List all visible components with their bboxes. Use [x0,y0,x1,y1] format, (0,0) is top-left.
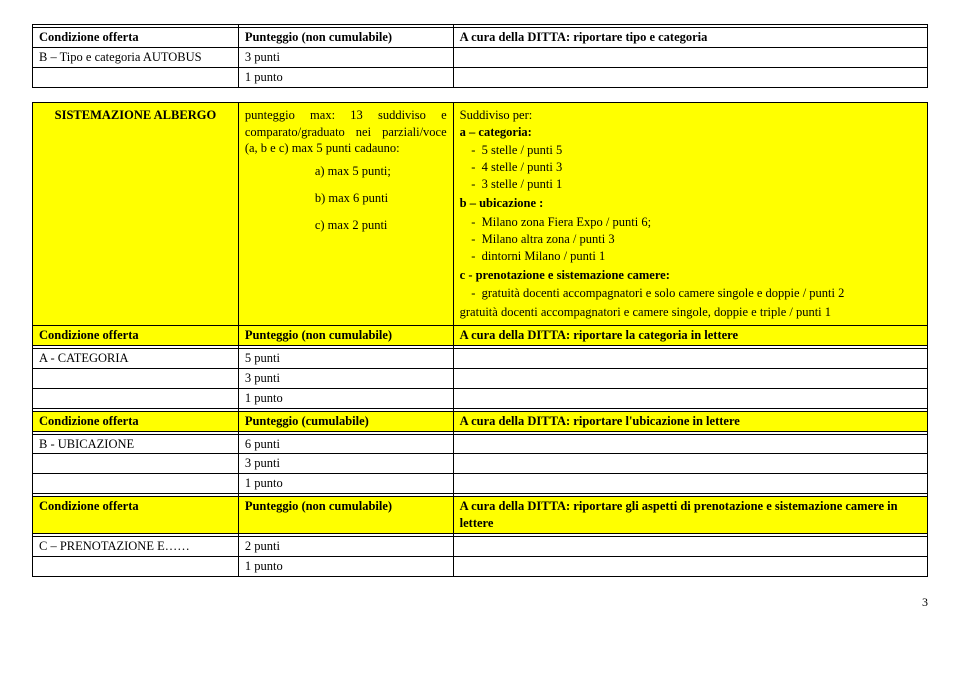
hb-cat-c3: A cura della DITTA: riportare la categor… [453,326,927,346]
table-a-b-pts1: 3 punti [238,47,453,67]
table-b-main-row: SISTEMAZIONE ALBERGO punteggio max: 13 s… [33,102,928,326]
sistemazione-label-text: SISTEMAZIONE ALBERGO [55,108,217,122]
cat-p2: 3 punti [238,368,453,388]
punteggio-intro: punteggio max: 13 suddiviso e comparato/… [245,107,447,158]
table-a-b-blank2 [453,67,927,87]
pren-row2: 1 punto [33,556,928,576]
table-b-header-ubi: Condizione offerta Punteggio (cumulabile… [33,411,928,431]
punteggio-c: c) max 2 punti [245,217,447,234]
table-b-header-cat: Condizione offerta Punteggio (non cumula… [33,326,928,346]
pren-p2: 1 punto [238,556,453,576]
pren-1: gratuità docenti accompagnatori e solo c… [482,285,921,302]
pren-p1: 2 punti [238,536,453,556]
sudd-per: Suddiviso per: [460,107,921,124]
hb-ubi-c1: Condizione offerta [33,411,239,431]
hb-pren-c3: A cura della DITTA: riportare gli aspett… [453,497,927,534]
table-a-b-blank1 [453,47,927,67]
cat-row1: A - CATEGORIA 5 punti [33,349,928,369]
cat-row3: 1 punto [33,388,928,408]
ubi-p1: 6 punti [238,434,453,454]
hb-ubi-c3: A cura della DITTA: riportare l'ubicazio… [453,411,927,431]
table-b-header-pren: Condizione offerta Punteggio (non cumula… [33,497,928,534]
table-a-h1: Condizione offerta [33,28,239,48]
table-a-b-label: B – Tipo e categoria AUTOBUS [33,47,239,67]
ubi-p3: 1 punto [238,474,453,494]
table-a-row-b2: 1 punto [33,67,928,87]
table-a-h2: Punteggio (non cumulabile) [238,28,453,48]
pren-row1: C – PRENOTAZIONE E…… 2 punti [33,536,928,556]
table-b: SISTEMAZIONE ALBERGO punteggio max: 13 s… [32,102,928,577]
c-prenotazione: c - prenotazione e sistemazione camere: [460,267,921,284]
table-a-h3: A cura della DITTA: riportare tipo e cat… [453,28,927,48]
hb-cat-c2: Punteggio (non cumulabile) [238,326,453,346]
ubi-label: B - UBICAZIONE [33,434,239,454]
cat-3stelle: 3 stelle / punti 1 [482,176,921,193]
ubi-row1: B - UBICAZIONE 6 punti [33,434,928,454]
sistemazione-punteggio: punteggio max: 13 suddiviso e comparato/… [238,102,453,326]
ubi-row3: 1 punto [33,474,928,494]
pren-label: C – PRENOTAZIONE E…… [33,536,239,556]
cat-p1: 5 punti [238,349,453,369]
table-a-b-pts2: 1 punto [238,67,453,87]
sistemazione-dettaglio: Suddiviso per: a – categoria: 5 stelle /… [453,102,927,326]
hb-ubi-c2: Punteggio (cumulabile) [238,411,453,431]
punteggio-a: a) max 5 punti; [245,163,447,180]
table-a-b-blank-label [33,67,239,87]
cat-p3: 1 punto [238,388,453,408]
pren-2: gratuità docenti accompagnatori e camere… [460,304,921,321]
ubi-dintorni: dintorni Milano / punti 1 [482,248,921,265]
ubi-fiera: Milano zona Fiera Expo / punti 6; [482,214,921,231]
punteggio-b: b) max 6 punti [245,190,447,207]
b-ubicazione: b – ubicazione : [460,195,921,212]
table-a-header: Condizione offerta Punteggio (non cumula… [33,28,928,48]
cat-5stelle: 5 stelle / punti 5 [482,142,921,159]
sistemazione-label: SISTEMAZIONE ALBERGO [33,102,239,326]
a-categoria: a – categoria: [460,124,921,141]
hb-cat-c1: Condizione offerta [33,326,239,346]
table-a: Condizione offerta Punteggio (non cumula… [32,24,928,88]
ubi-p2: 3 punti [238,454,453,474]
table-a-row-b: B – Tipo e categoria AUTOBUS 3 punti [33,47,928,67]
hb-pren-c1: Condizione offerta [33,497,239,534]
ubi-altra: Milano altra zona / punti 3 [482,231,921,248]
hb-pren-c2: Punteggio (non cumulabile) [238,497,453,534]
cat-row2: 3 punti [33,368,928,388]
cat-label: A - CATEGORIA [33,349,239,369]
cat-4stelle: 4 stelle / punti 3 [482,159,921,176]
ubi-row2: 3 punti [33,454,928,474]
page-number: 3 [32,577,928,610]
